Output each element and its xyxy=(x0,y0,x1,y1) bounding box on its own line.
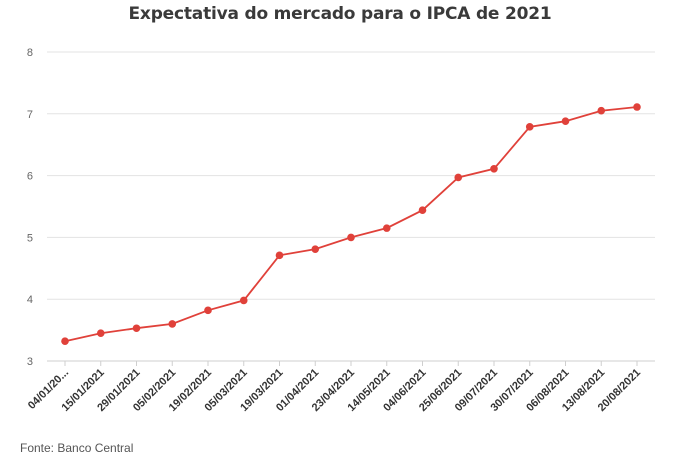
data-point xyxy=(418,206,427,215)
y-tick-label: 4 xyxy=(27,294,33,306)
source-note: Fonte: Banco Central xyxy=(20,441,134,455)
x-axis: 04/01/20...15/01/202129/01/202105/02/202… xyxy=(26,361,643,414)
data-point xyxy=(311,245,320,253)
data-point xyxy=(61,337,69,346)
plot-area xyxy=(61,103,641,346)
data-point xyxy=(96,329,105,337)
data-point xyxy=(239,296,248,305)
grid-lines xyxy=(47,51,655,362)
series-line xyxy=(64,106,638,343)
data-point xyxy=(382,224,391,232)
data-point xyxy=(561,117,570,126)
data-point xyxy=(204,306,212,315)
data-point xyxy=(347,233,355,242)
data-point xyxy=(525,122,534,131)
y-tick-label: 5 xyxy=(27,232,33,244)
data-point xyxy=(275,251,284,260)
y-axis: 3 4 5 6 7 8 xyxy=(27,47,33,368)
data-point xyxy=(597,106,606,115)
y-tick-label: 7 xyxy=(27,109,33,121)
data-point xyxy=(454,173,463,182)
y-tick-label: 3 xyxy=(27,356,33,368)
y-tick-label: 8 xyxy=(27,47,33,59)
data-point xyxy=(168,320,177,328)
y-tick-label: 6 xyxy=(27,171,33,183)
chart-title: Expectativa do mercado para o IPCA de 20… xyxy=(128,4,552,24)
data-point xyxy=(490,165,498,173)
data-point xyxy=(132,324,141,333)
data-point xyxy=(633,103,641,111)
